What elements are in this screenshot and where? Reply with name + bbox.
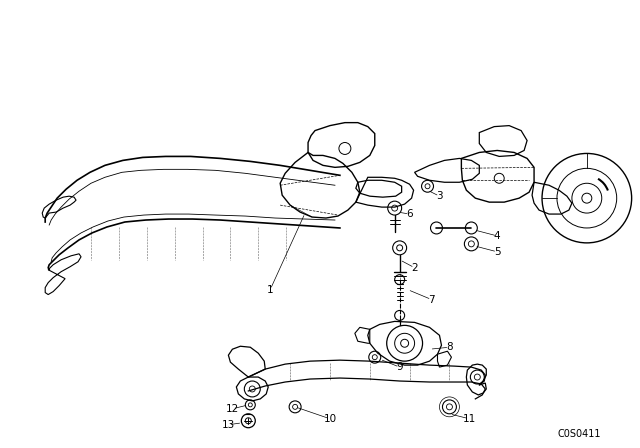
Text: 9: 9: [396, 362, 403, 372]
Text: 5: 5: [494, 247, 500, 257]
Text: 13: 13: [222, 420, 235, 430]
Text: 7: 7: [428, 294, 435, 305]
Text: 3: 3: [436, 191, 443, 201]
Text: 11: 11: [463, 414, 476, 424]
Text: 12: 12: [226, 404, 239, 414]
Text: 6: 6: [406, 209, 413, 219]
Text: 1: 1: [267, 284, 273, 295]
Text: 10: 10: [323, 414, 337, 424]
Text: C0S0411: C0S0411: [557, 429, 600, 439]
Text: 8: 8: [446, 342, 452, 352]
Text: 4: 4: [494, 231, 500, 241]
Text: 2: 2: [412, 263, 418, 273]
